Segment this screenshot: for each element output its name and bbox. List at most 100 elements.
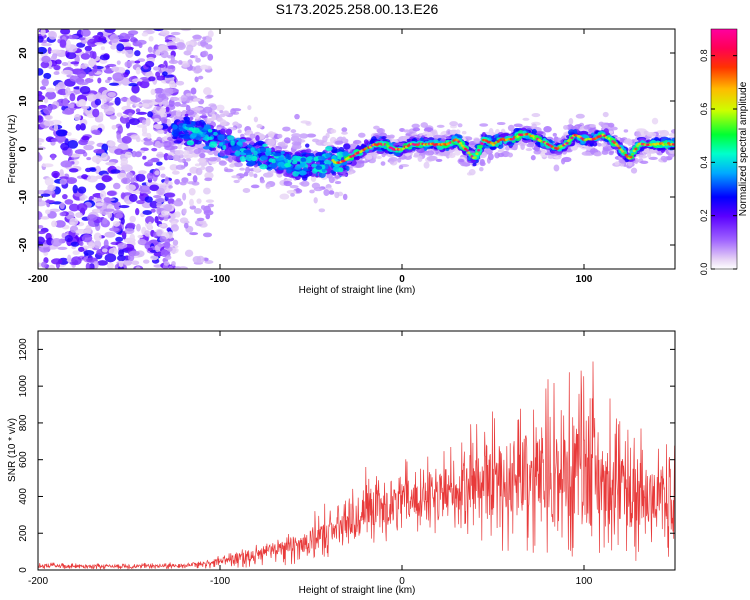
spectrogram-blob [174,178,181,185]
spectrogram-blob [155,197,165,203]
spectrogram-blob [118,249,125,257]
spectrogram-blob [376,155,382,159]
spectrogram-blob [48,30,57,40]
spectrogram-blob [86,93,97,102]
spectrogram-blob [143,140,154,146]
spectrogram-blob [148,35,154,42]
spectrogram-blob [159,30,170,36]
spectrogram-blob [478,145,482,149]
spectrogram-blob [41,78,49,87]
spectrogram-blob [184,249,194,257]
spectrogram-blob [282,126,291,132]
spectrogram-blob [497,152,505,158]
spectrogram-blob [135,67,141,75]
spectrogram-blob [179,181,187,186]
colorbar-tick-label: 0.0 [699,263,709,276]
spectrogram-blob [334,180,342,185]
spectrogram-blob [38,46,48,55]
spectrogram-blob [283,180,293,187]
spectrogram-blob [237,129,242,134]
spectrogram-blob [87,140,95,146]
spectrogram-blob [166,227,172,232]
spectrogram-blob [112,72,124,82]
spectrogram-blob [52,201,62,205]
spectrogram-blob [211,113,217,121]
spectrogram-blob [616,144,620,148]
spectrogram-blob [206,131,214,136]
spectrogram-blob [135,208,140,216]
snr-y-tick-label: 200 [18,524,29,541]
spectrogram-blob [143,259,150,264]
spectrogram-blob [479,161,486,167]
spectrogram-blob [507,152,514,158]
spectrogram-blob [81,135,90,141]
spectrogram-blob [230,140,235,147]
spectrogram-blob [334,140,344,145]
spectrogram-blob [249,141,255,146]
spectrogram-blob [55,129,68,137]
spectrogram-blob [207,53,214,61]
spectrogram-blob [461,130,467,135]
spectrogram-blob [40,216,50,220]
spectrogram-blob [475,152,479,156]
spectrogram-blob [294,166,302,170]
spectrogram-blob [622,151,627,155]
spectrogram-blob [150,208,156,213]
spectrogram-blob [101,248,108,253]
spectrogram-blob [40,43,52,47]
spectrogram-blob [319,160,326,166]
spectrogram-blob [68,168,79,173]
spectrogram-blob [41,55,51,63]
spectrogram-blob [232,121,239,127]
spectrogram-blob [189,232,199,236]
spectrogram-blob [112,220,121,227]
spectrogram-blob [84,45,92,52]
spectrogram-blob [646,131,657,138]
spectrogram-blob [231,175,241,179]
spectrogram-blob [103,197,111,203]
spectrogram-blob [107,140,116,147]
spectrogram-blob [306,156,313,161]
spectrogram-blob [330,129,337,134]
spectrogram-blob [86,175,98,183]
spectrogram-blob [162,71,168,76]
spectrogram-blob [47,184,56,191]
spectrogram-blob [51,153,56,161]
spectrogram-blob [193,148,201,155]
spectrogram-blob [98,111,104,121]
spectrogram-blob [158,64,166,68]
spectrogram-blob [480,142,484,145]
spectrogram-blob [449,121,459,127]
spectrogram-blob [111,124,117,130]
spectrogram-blob [39,86,47,90]
spectrogram-blob [80,53,91,60]
spectrogram-blob [209,141,218,148]
spectrogram-blob [647,152,652,159]
spectrogram-blob [92,108,100,118]
spectrogram-blob [315,165,323,170]
spectrogram-blob [115,236,124,242]
spectrogram-blob [127,82,139,87]
spectrogram-blob [114,148,124,155]
spectrogram-blob [411,123,420,129]
spectrogram-blob [60,142,70,151]
spectrogram-blob [62,97,69,107]
spectrogram-blob [192,98,201,102]
spectrogram-blob [659,129,670,137]
spectrogram-blob [614,161,620,166]
spectrogram-blob [160,249,168,258]
spectrogram-blob [468,169,476,176]
spectrogram-blob [445,135,452,140]
spectrogram-blob [159,235,167,243]
spectrogram-blob [186,140,195,146]
spectrogram-blob [253,116,259,123]
spectrogram-blob [473,138,481,144]
spectrogram-blob [120,177,131,185]
spectrogram-blob [202,232,213,238]
spectrogram-blob [173,199,184,207]
spectrogram-blob [94,42,104,46]
spectrogram-x-tick-label: -200 [28,274,48,285]
spectrogram-blob [64,199,74,205]
spectrogram-blob [54,220,66,228]
spectrogram-blob [177,159,184,163]
